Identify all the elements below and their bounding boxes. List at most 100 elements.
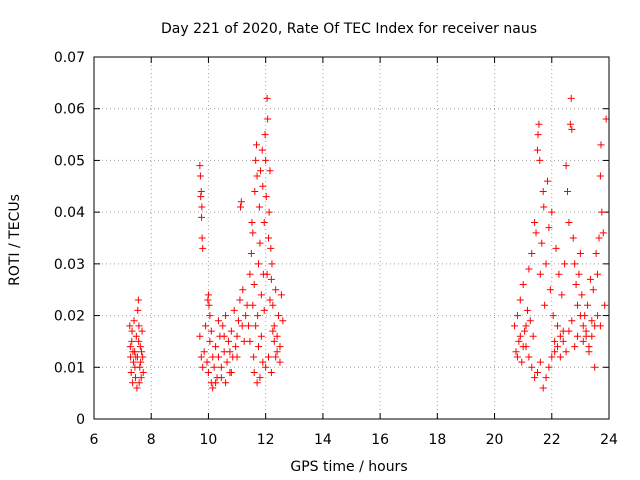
- data-point: [513, 312, 521, 320]
- data-point: [237, 198, 245, 206]
- data-point: [275, 312, 283, 320]
- data-point: [571, 260, 579, 268]
- data-point: [519, 281, 527, 289]
- data-point: [526, 317, 534, 325]
- y-tick-label: 0.07: [54, 50, 85, 66]
- data-point: [134, 296, 142, 304]
- y-tick-label: 0.02: [54, 309, 85, 325]
- data-point: [245, 322, 252, 330]
- data-point: [578, 291, 586, 299]
- data-point: [206, 312, 214, 320]
- data-point: [135, 337, 143, 345]
- data-point: [579, 322, 587, 330]
- data-point: [569, 234, 577, 242]
- data-point: [538, 239, 546, 247]
- data-point: [212, 343, 220, 351]
- data-point: [246, 337, 254, 345]
- data-point: [534, 131, 542, 139]
- data-point: [548, 353, 556, 361]
- data-point: [596, 322, 604, 330]
- data-point: [246, 270, 254, 278]
- data-point: [250, 368, 258, 376]
- data-point: [551, 337, 559, 345]
- data-point: [268, 260, 276, 268]
- x-tick-label: 6: [90, 432, 99, 448]
- data-point: [594, 270, 602, 278]
- grid: [94, 57, 609, 419]
- data-point: [270, 322, 278, 330]
- data-point: [133, 384, 141, 392]
- data-point: [592, 250, 600, 258]
- data-point: [257, 332, 265, 340]
- data-point: [591, 363, 599, 371]
- data-point: [543, 177, 551, 185]
- data-point: [263, 94, 271, 102]
- x-tick-label: 16: [371, 432, 389, 448]
- data-point: [542, 374, 550, 382]
- data-point: [266, 296, 274, 304]
- data-point: [562, 162, 570, 170]
- data-point: [135, 322, 143, 330]
- data-point: [204, 291, 212, 299]
- data-point: [259, 182, 267, 190]
- data-point: [556, 353, 564, 361]
- data-point: [564, 187, 572, 195]
- data-point: [555, 270, 563, 278]
- data-point: [253, 141, 261, 149]
- data-point: [270, 337, 278, 345]
- data-point: [254, 312, 262, 320]
- data-point: [601, 301, 609, 309]
- data-point: [559, 337, 567, 345]
- data-point: [196, 172, 204, 180]
- data-point: [575, 270, 583, 278]
- data-point: [566, 120, 574, 128]
- data-point: [132, 353, 140, 361]
- data-point: [260, 218, 268, 226]
- data-point: [222, 379, 230, 387]
- data-point: [252, 156, 260, 164]
- data-point: [594, 312, 602, 320]
- data-point: [126, 343, 134, 351]
- data-point: [272, 286, 280, 294]
- data-point: [126, 322, 134, 330]
- data-point: [516, 296, 524, 304]
- data-point: [584, 301, 592, 309]
- data-point: [137, 358, 145, 366]
- data-point: [198, 213, 206, 221]
- data-point: [224, 337, 232, 345]
- data-point: [512, 348, 520, 356]
- data-point: [565, 218, 573, 226]
- data-point: [269, 327, 277, 335]
- data-point: [217, 363, 225, 371]
- data-point: [279, 317, 287, 325]
- data-point: [269, 301, 277, 309]
- data-point: [258, 146, 266, 154]
- data-point: [511, 322, 519, 330]
- data-point: [242, 312, 250, 320]
- data-point: [198, 203, 206, 211]
- data-point: [197, 353, 205, 361]
- data-point: [265, 234, 273, 242]
- data-point: [582, 327, 590, 335]
- data-point: [533, 368, 541, 376]
- data-point: [589, 286, 597, 294]
- data-point: [568, 125, 576, 133]
- data-point: [535, 120, 543, 128]
- data-point: [136, 343, 144, 351]
- data-point: [529, 332, 537, 340]
- data-point: [233, 332, 241, 340]
- y-tick-label: 0.03: [54, 257, 85, 273]
- data-point: [515, 337, 523, 345]
- data-point: [129, 379, 137, 387]
- data-point: [128, 327, 136, 335]
- x-tick-label: 10: [200, 432, 218, 448]
- data-point: [262, 363, 270, 371]
- data-point: [536, 358, 544, 366]
- data-point: [196, 162, 204, 170]
- data-point: [262, 193, 270, 201]
- data-point: [257, 167, 265, 175]
- data-point: [265, 208, 273, 216]
- data-point: [540, 203, 548, 211]
